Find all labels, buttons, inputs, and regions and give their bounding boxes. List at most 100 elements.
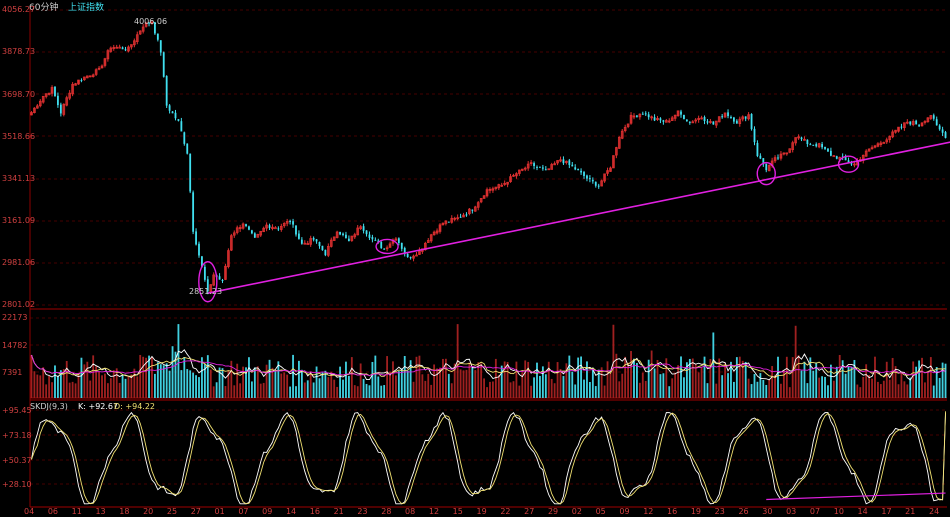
candle-body (41, 95, 45, 103)
candle-body (680, 111, 682, 115)
candle-body (944, 132, 947, 138)
volume-bar (938, 377, 941, 398)
candle-body (706, 121, 709, 123)
volume-bar (659, 374, 662, 398)
volume-bar (286, 374, 289, 398)
volume-bar (577, 357, 580, 398)
volume-bar (741, 360, 744, 398)
candle-body (583, 172, 585, 176)
volume-bar (486, 387, 488, 398)
volume-bar (406, 370, 409, 398)
candle-body (821, 144, 823, 148)
volume-bar (374, 355, 377, 398)
candle-body (897, 126, 900, 132)
volume-bar (397, 371, 400, 398)
price-tick: 3518.66 (2, 132, 36, 141)
candle-body (462, 214, 465, 218)
candle-body (109, 47, 113, 52)
volume-bar (148, 355, 150, 398)
volume-bar (292, 354, 294, 398)
volume-bar (333, 379, 336, 398)
volume-bar (386, 356, 389, 398)
volume-bar (42, 367, 45, 398)
kdj-d-line (31, 411, 946, 505)
volume-bar (136, 376, 139, 398)
volume-tick: 14782 (2, 341, 28, 350)
volume-bar (791, 357, 794, 398)
candle-body (741, 116, 745, 120)
candle-body (238, 227, 242, 230)
volume-bar (174, 351, 177, 398)
candle-body (941, 129, 944, 133)
candle-body (471, 209, 474, 211)
volume-bar (480, 363, 483, 398)
volume-bar (295, 386, 297, 398)
price-tick: 3698.70 (2, 90, 36, 99)
volume-bar (753, 374, 756, 398)
volume-bar (345, 361, 347, 398)
candle-body (54, 86, 56, 97)
volume-bar (544, 374, 547, 398)
candle-body (491, 188, 495, 191)
candle-body (712, 121, 715, 125)
candle-body (30, 112, 33, 116)
volume-bar (744, 361, 747, 398)
candle-body (697, 117, 700, 121)
candle-body (232, 232, 236, 236)
volume-bar (556, 362, 559, 398)
candle-body (447, 221, 450, 223)
candle-body (321, 245, 324, 251)
symbol-label: 上证指数 (68, 3, 105, 13)
volume-bar (283, 372, 286, 398)
volume-bar (653, 368, 656, 398)
volume-bar (224, 386, 227, 398)
volume-bar (268, 359, 271, 398)
volume-bar (636, 363, 638, 398)
candle-body (756, 142, 759, 156)
candle-body (135, 34, 139, 42)
candle-body (515, 173, 518, 177)
candle-body (882, 142, 886, 144)
candle-body (342, 233, 344, 236)
candle-body (285, 220, 289, 224)
volume-bar (74, 383, 77, 398)
volume-bar (430, 384, 433, 398)
volume-bar (688, 358, 691, 398)
candle-body (339, 231, 341, 235)
candle-body (168, 105, 171, 111)
volume-bar (436, 368, 438, 398)
volume-bar (533, 377, 535, 398)
candle-body (676, 110, 680, 117)
volume-bar (421, 374, 424, 398)
volume-bar (439, 367, 441, 398)
candle-body (298, 233, 300, 239)
candle-body (935, 119, 938, 126)
candle-body (171, 111, 174, 114)
candle-body (574, 167, 577, 170)
candle-body (703, 117, 706, 121)
candle-body (309, 238, 312, 245)
volume-bar (215, 382, 218, 398)
volume-bar (691, 358, 694, 398)
candle-body (609, 167, 612, 172)
x-axis-label: 30 (762, 507, 773, 516)
volume-bar (918, 360, 920, 398)
volume-bar (162, 365, 165, 398)
candle-body (673, 114, 677, 119)
candle-body (201, 256, 203, 267)
volume-bar (209, 369, 212, 398)
candle-body (523, 167, 527, 170)
volume-bar (630, 350, 632, 398)
candle-body (876, 143, 880, 147)
candle-body (106, 50, 110, 60)
volume-bar (195, 375, 197, 398)
candle-body (638, 113, 642, 118)
volume-bar (665, 358, 668, 398)
volume-bar (324, 370, 327, 398)
volume-bar (524, 360, 527, 398)
candle-body (653, 117, 656, 121)
x-axis-label: 16 (667, 507, 678, 516)
volume-bar (444, 358, 447, 398)
candle-body (212, 274, 216, 286)
candle-body (782, 152, 786, 155)
